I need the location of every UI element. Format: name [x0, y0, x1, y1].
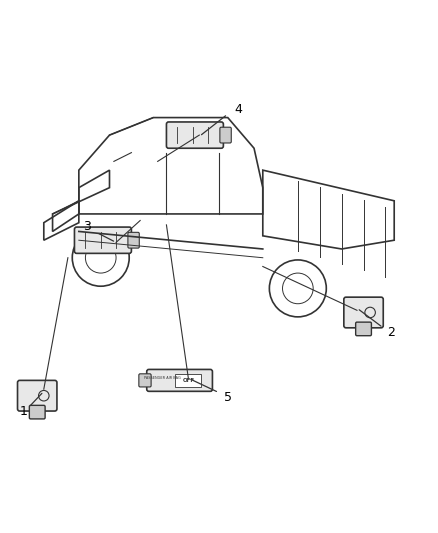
FancyBboxPatch shape [220, 127, 231, 143]
FancyBboxPatch shape [166, 122, 223, 148]
FancyBboxPatch shape [29, 405, 45, 419]
FancyBboxPatch shape [356, 322, 371, 336]
Text: 5: 5 [224, 391, 232, 405]
FancyBboxPatch shape [147, 369, 212, 391]
FancyBboxPatch shape [128, 232, 139, 248]
Text: OFF: OFF [182, 378, 194, 383]
FancyBboxPatch shape [74, 227, 131, 253]
Text: 3: 3 [83, 220, 91, 233]
Text: 4: 4 [234, 103, 242, 116]
FancyBboxPatch shape [139, 374, 151, 387]
FancyBboxPatch shape [18, 381, 57, 411]
Text: 2: 2 [387, 326, 395, 338]
FancyBboxPatch shape [344, 297, 383, 328]
Text: PASSENGER AIR BAG: PASSENGER AIR BAG [144, 376, 180, 379]
Text: 1: 1 [20, 406, 28, 418]
FancyBboxPatch shape [175, 374, 201, 386]
